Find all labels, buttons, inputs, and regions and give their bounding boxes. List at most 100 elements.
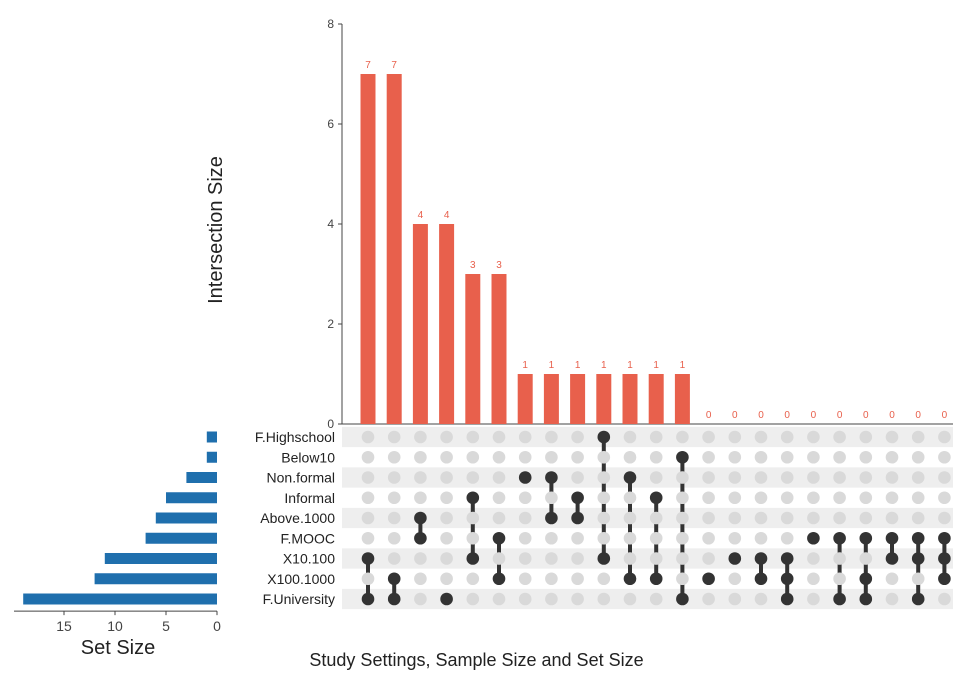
matrix-dot-inactive (807, 471, 820, 484)
matrix-dot-inactive (676, 531, 689, 545)
intersection-bar-label: 3 (496, 260, 502, 271)
matrix-dot-inactive (938, 511, 951, 525)
intersection-tick-label: 6 (327, 117, 334, 131)
matrix-dot-inactive (938, 592, 951, 606)
matrix-dot-active (440, 592, 453, 606)
set-label: Informal (284, 490, 335, 506)
matrix-dot-inactive (387, 450, 401, 464)
matrix-dot-inactive (807, 511, 820, 525)
set-size-tick-label: 5 (162, 618, 170, 634)
matrix-stripe (342, 548, 953, 569)
intersection-bar-label: 0 (784, 410, 790, 421)
matrix-dot-inactive (466, 450, 480, 464)
matrix-dot-inactive (545, 552, 558, 565)
matrix-dot-active (518, 471, 532, 484)
matrix-dot-inactive (440, 450, 453, 464)
matrix-dot-inactive (518, 450, 532, 464)
set-size-bar (94, 573, 217, 585)
set-size-bar (145, 532, 217, 544)
matrix-dot-active (938, 531, 951, 545)
matrix-dot-inactive (466, 511, 480, 525)
matrix-dot-inactive (492, 511, 506, 525)
matrix-stripe (342, 467, 953, 488)
matrix-dot-inactive (859, 430, 873, 444)
matrix-dot-inactive (387, 471, 401, 484)
matrix-dot-inactive (623, 511, 637, 525)
matrix-dot-inactive (702, 552, 715, 565)
matrix-dot-active (859, 572, 873, 586)
set-size-bar (206, 451, 217, 463)
matrix-dot-inactive (545, 430, 558, 444)
matrix-dot-active (780, 552, 794, 565)
intersection-bar (439, 224, 455, 424)
intersection-bar-label: 7 (365, 60, 371, 71)
intersection-bar-label: 1 (549, 360, 555, 371)
matrix-dot-active (859, 592, 873, 606)
matrix-dot-inactive (676, 430, 689, 444)
matrix-dot-active (571, 511, 584, 525)
intersection-bar-label: 0 (915, 410, 921, 421)
matrix-dot-inactive (414, 592, 427, 606)
matrix-dot-inactive (466, 471, 480, 484)
matrix-dot-active (938, 552, 951, 565)
matrix-dot-inactive (361, 450, 375, 464)
matrix-dot-inactive (728, 511, 742, 525)
intersection-matrix (361, 430, 951, 606)
matrix-dot-active (754, 572, 768, 586)
matrix-dot-inactive (728, 471, 742, 484)
matrix-dot-inactive (623, 531, 637, 545)
matrix-dot-inactive (885, 511, 899, 525)
intersection-bar-label: 1 (680, 360, 686, 371)
matrix-dot-active (833, 531, 846, 545)
intersection-bar-label: 4 (444, 210, 450, 221)
matrix-dot-inactive (728, 572, 742, 586)
intersection-bar (491, 274, 507, 424)
matrix-dot-inactive (361, 531, 375, 545)
matrix-dot-inactive (361, 572, 375, 586)
set-label: F.Highschool (255, 429, 335, 445)
intersection-bar-label: 1 (627, 360, 633, 371)
matrix-dot-active (414, 511, 427, 525)
matrix-dot-active (911, 531, 925, 545)
matrix-dot-inactive (597, 592, 611, 606)
set-size-bar (155, 512, 217, 524)
matrix-dot-inactive (859, 552, 873, 565)
matrix-dot-active (859, 531, 873, 545)
matrix-dot-inactive (466, 430, 480, 444)
intersection-bar-label: 0 (837, 410, 843, 421)
matrix-dot-inactive (466, 592, 480, 606)
matrix-dot-inactive (545, 592, 558, 606)
intersection-bar-label: 1 (522, 360, 528, 371)
matrix-dot-inactive (492, 430, 506, 444)
set-label: X10.100 (283, 551, 335, 567)
set-labels: F.Highschool Below10 Non.formal Informal Abo… (255, 429, 335, 607)
intersection-bar-label: 0 (942, 410, 948, 421)
matrix-dot-inactive (387, 430, 401, 444)
matrix-dot-inactive (728, 531, 742, 545)
set-label: Below10 (281, 449, 335, 465)
intersection-bar-label: 0 (863, 410, 869, 421)
matrix-dot-inactive (466, 531, 480, 545)
intersection-bar-label: 0 (706, 410, 712, 421)
matrix-dot-inactive (545, 450, 558, 464)
matrix-dot-inactive (833, 450, 846, 464)
matrix-dot-inactive (387, 491, 401, 505)
intersection-bar-label: 0 (732, 410, 738, 421)
matrix-dot-inactive (938, 450, 951, 464)
set-size-bar (206, 431, 217, 443)
matrix-dot-inactive (414, 450, 427, 464)
matrix-dot-inactive (440, 511, 453, 525)
matrix-dot-inactive (807, 491, 820, 505)
matrix-dot-active (911, 592, 925, 606)
matrix-dot-inactive (807, 430, 820, 444)
matrix-dot-active (938, 572, 951, 586)
matrix-dot-inactive (597, 511, 611, 525)
matrix-dot-inactive (911, 511, 925, 525)
set-size-bar (166, 492, 217, 504)
set-size-bars (23, 431, 218, 605)
intersection-bar (596, 374, 612, 424)
intersection-bar (674, 374, 690, 424)
matrix-dot-inactive (649, 592, 663, 606)
matrix-dot-inactive (911, 572, 925, 586)
matrix-dot-active (545, 471, 558, 484)
